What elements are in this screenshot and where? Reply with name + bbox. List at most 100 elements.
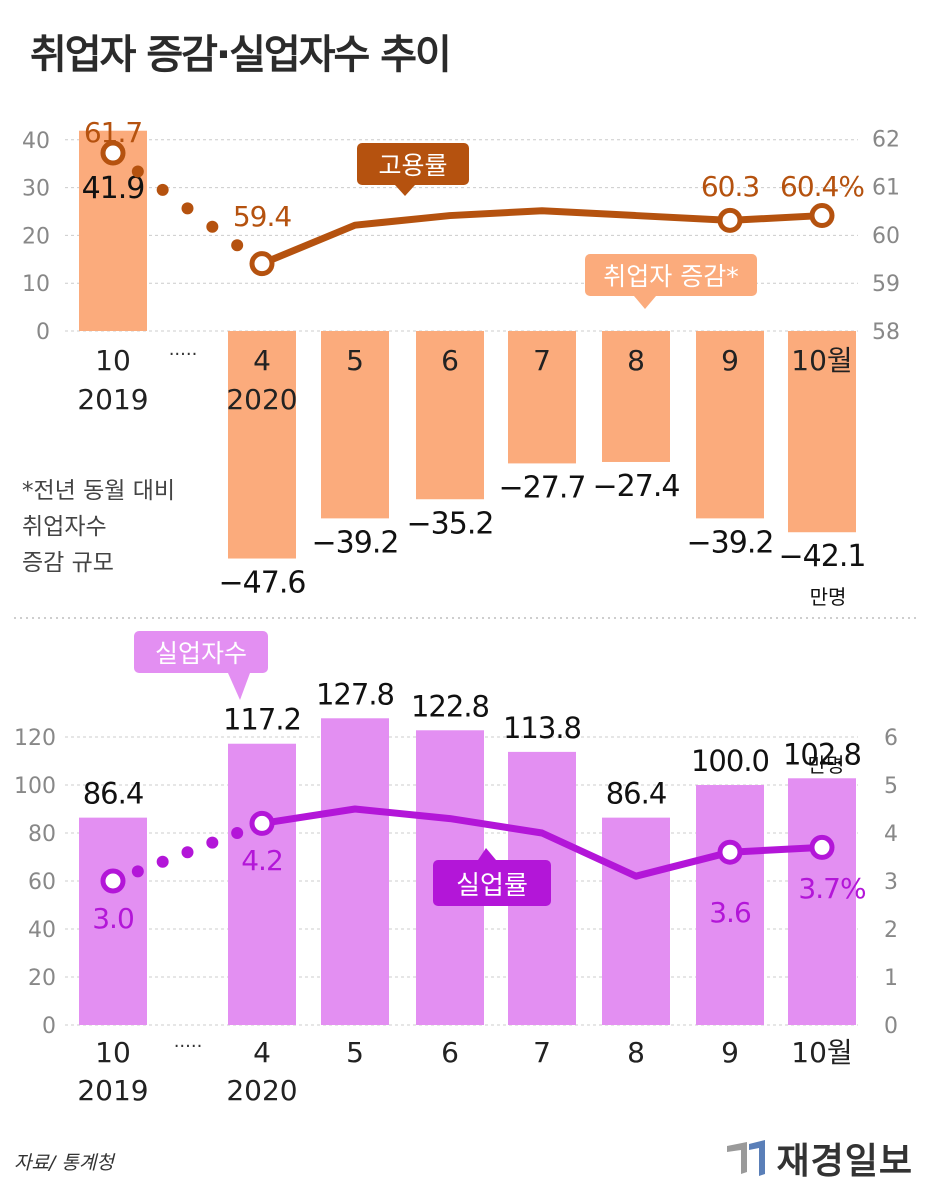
unemployment-rate-label: 3.7% xyxy=(798,872,866,905)
employment-rate-marker xyxy=(100,140,126,166)
bar-value-label: 113.8 xyxy=(503,711,581,745)
employment-rate-marker xyxy=(809,203,835,229)
category-label-bottom: 9 xyxy=(721,1036,739,1069)
footnote-line: 취업자수 xyxy=(22,514,107,540)
legend-tag-unemployed xyxy=(134,631,268,673)
unemployed-bar xyxy=(228,743,296,1025)
right-tick-bottom: 6 xyxy=(884,726,898,751)
left-tick-bottom: 0 xyxy=(42,1014,56,1039)
employment-rate-marker xyxy=(717,207,743,233)
employment-rate-dot xyxy=(181,202,194,215)
bar-value-label: −39.2 xyxy=(312,525,399,560)
unemployment-rate-label: 3.6 xyxy=(709,896,751,929)
unemployed-bar xyxy=(321,718,389,1025)
category-label-bottom: 10월 xyxy=(791,1036,852,1069)
logo-text: 재경일보 xyxy=(776,1141,913,1182)
right-tick-top: 60 xyxy=(872,224,900,249)
left-tick-top: 10 xyxy=(22,272,50,297)
unemployment-rate-marker xyxy=(100,868,126,894)
category-label-bottom: 6 xyxy=(441,1036,459,1069)
employment-rate-label: 60.4% xyxy=(780,170,864,203)
category-label-top: 5 xyxy=(346,344,364,377)
legend-tag-pointer xyxy=(228,673,250,700)
logo-mark-icon xyxy=(723,1138,769,1178)
right-tick-bottom: 3 xyxy=(884,870,898,895)
unit-label-top: 만명 xyxy=(810,585,847,609)
left-tick-bottom: 40 xyxy=(28,918,56,943)
employment-change-bar xyxy=(602,331,670,462)
right-tick-top: 59 xyxy=(872,272,900,297)
employment-change-bar xyxy=(321,331,389,519)
page-title: 취업자 증감·실업자수 추이 xyxy=(30,32,452,78)
unemployment-rate-dot xyxy=(131,865,144,878)
employment-rate-dot xyxy=(131,165,144,178)
left-tick-top: 20 xyxy=(22,224,50,249)
left-tick-top: 40 xyxy=(22,129,50,154)
break-marker-bottom: ····· xyxy=(174,1036,203,1057)
left-tick-top: 30 xyxy=(22,177,50,202)
left-tick-bottom: 120 xyxy=(14,726,56,751)
right-tick-top: 61 xyxy=(872,176,900,201)
right-tick-top: 58 xyxy=(872,320,900,345)
bar-value-label: 86.4 xyxy=(83,777,144,811)
bar-value-label: 102.8 xyxy=(783,737,861,771)
legend-tag-employment-change xyxy=(585,254,757,296)
right-tick-bottom: 1 xyxy=(884,966,898,991)
right-tick-bottom: 0 xyxy=(884,1014,898,1039)
category-label-top: 7 xyxy=(533,344,551,377)
unemployment-rate-dot xyxy=(206,836,219,849)
employment-rate-marker xyxy=(249,251,275,277)
category-label-top: 10월 xyxy=(791,344,852,377)
category-label-top: 8 xyxy=(627,344,645,377)
employment-rate-label: 59.4 xyxy=(233,200,292,233)
bar-value-label: 41.9 xyxy=(82,171,145,206)
left-tick-bottom: 80 xyxy=(28,822,56,847)
employment-change-bar xyxy=(508,331,576,464)
category-label-top: 6 xyxy=(441,344,459,377)
legend-tag-pointer xyxy=(634,296,656,309)
unemployed-bar xyxy=(696,785,764,1025)
employment-change-bar xyxy=(696,331,764,519)
bar-value-label: −39.2 xyxy=(687,525,774,560)
category-year-bottom: 2019 xyxy=(77,1074,148,1107)
employment-rate-dot xyxy=(206,220,219,233)
right-tick-bottom: 2 xyxy=(884,918,898,943)
left-tick-bottom: 60 xyxy=(28,870,56,895)
legend-tag-unemployment-rate xyxy=(433,860,551,906)
source-note: 자료/ 통계청 xyxy=(14,1152,114,1174)
legend-unemployed: 실업자수 xyxy=(155,639,247,668)
left-tick-bottom: 20 xyxy=(28,966,56,991)
unemployed-bar xyxy=(79,817,147,1025)
category-label-top: 10 xyxy=(95,344,131,377)
unemployment-rate-marker xyxy=(809,834,835,860)
category-label-top: 4 xyxy=(253,344,271,377)
employment-rate-label: 61.7 xyxy=(84,116,142,149)
left-tick-bottom: 100 xyxy=(14,774,56,799)
unemployment-rate-marker xyxy=(249,810,275,836)
employment-change-bar xyxy=(228,331,296,559)
legend-tag-employment-rate xyxy=(357,143,469,185)
publisher-logo: 재경일보 xyxy=(723,1132,913,1184)
bar-value-label: −42.1 xyxy=(779,539,866,574)
bar-value-label: −47.6 xyxy=(219,566,306,601)
unemployment-rate-label: 4.2 xyxy=(241,844,283,877)
category-label-bottom: 7 xyxy=(533,1036,551,1069)
category-year-top: 2020 xyxy=(226,383,297,416)
bar-value-label: −35.2 xyxy=(407,506,494,541)
category-label-bottom: 5 xyxy=(346,1036,364,1069)
legend-unemployment-rate: 실업률 xyxy=(456,871,528,901)
category-year-top: 2019 xyxy=(77,383,148,416)
category-year-bottom: 2020 xyxy=(226,1074,297,1107)
category-label-bottom: 4 xyxy=(253,1036,271,1069)
bar-value-label: 127.8 xyxy=(316,677,394,711)
unemployment-rate-label: 3.0 xyxy=(92,902,134,935)
category-label-bottom: 8 xyxy=(627,1036,645,1069)
unemployed-bar xyxy=(788,778,856,1025)
right-tick-bottom: 5 xyxy=(884,774,898,799)
category-label-bottom: 10 xyxy=(95,1036,131,1069)
unemployed-bar xyxy=(602,817,670,1025)
employment-change-bar xyxy=(416,331,484,500)
break-marker-top: ····· xyxy=(169,344,198,365)
legend-tag-pointer xyxy=(478,848,496,860)
left-tick-top: 0 xyxy=(36,320,50,345)
